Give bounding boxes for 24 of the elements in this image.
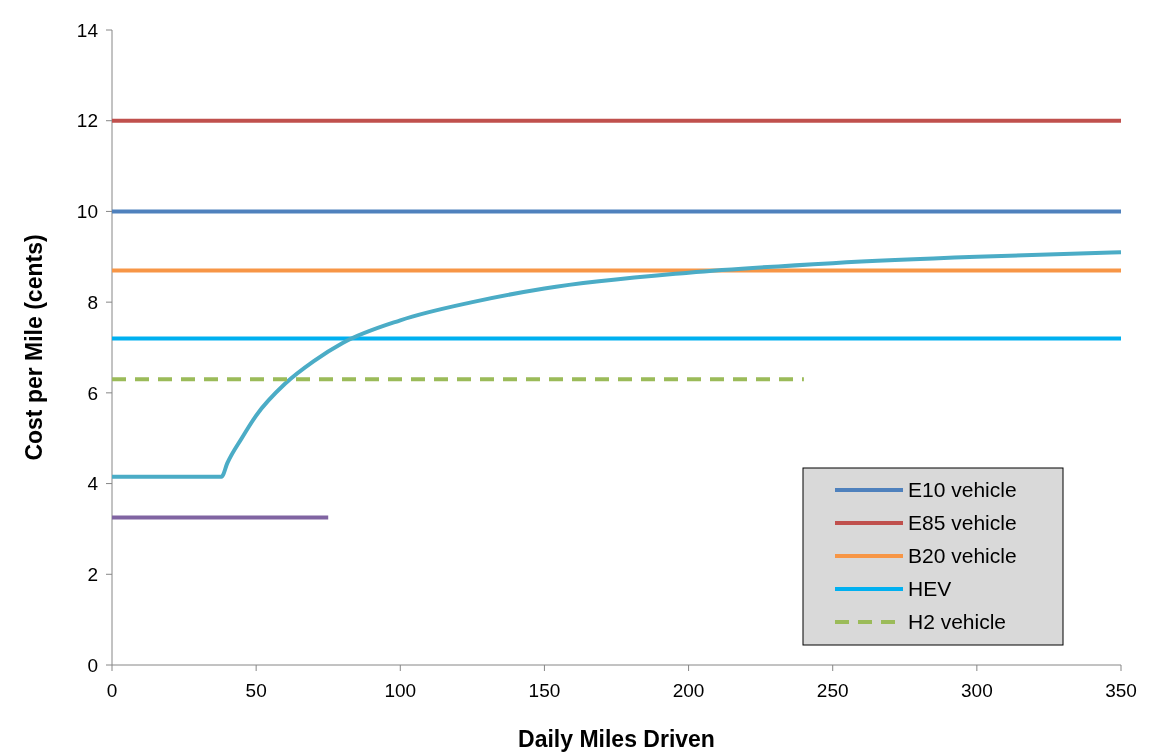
legend-label: H2 vehicle [908, 610, 1007, 634]
x-tick-label: 100 [384, 680, 417, 701]
y-tick-label: 6 [87, 382, 98, 404]
x-tick-label: 150 [528, 680, 561, 701]
legend-label: B20 vehicle [908, 544, 1017, 568]
y-axis-title: Cost per Mile (cents) [21, 234, 47, 461]
legend-label: E85 vehicle [908, 511, 1017, 535]
x-tick-label: 300 [961, 680, 993, 701]
y-tick-label: 12 [76, 110, 98, 132]
y-tick-label: 10 [76, 201, 98, 223]
x-tick-label: 350 [1105, 680, 1137, 701]
x-tick-label: 50 [245, 680, 267, 701]
legend-label: HEV [908, 577, 952, 601]
x-tick-label: 0 [106, 680, 118, 701]
y-tick-label: 2 [87, 563, 98, 585]
x-tick-label: 250 [816, 680, 849, 701]
y-tick-label: 14 [76, 19, 99, 41]
x-tick-label: 200 [672, 680, 705, 701]
line-series [110, 250, 1123, 479]
y-tick-label: 8 [87, 291, 98, 313]
y-tick-label: 4 [87, 473, 99, 495]
x-axis-title: Daily Miles Driven [518, 726, 715, 752]
y-tick-label: 0 [87, 654, 98, 676]
legend-label: E10 vehicle [908, 478, 1017, 502]
